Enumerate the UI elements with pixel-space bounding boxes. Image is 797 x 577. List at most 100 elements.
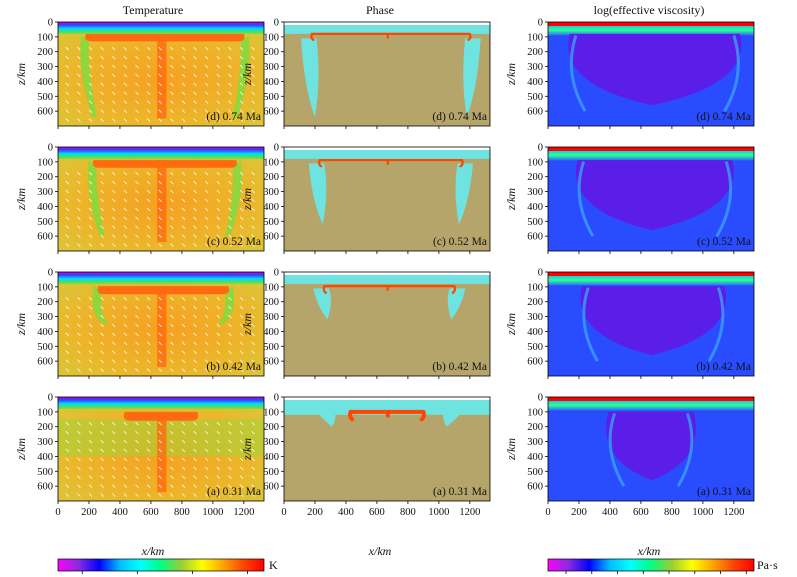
y-tick-label: 0 [48, 18, 53, 29]
y-axis-label: z/km [14, 188, 28, 211]
column-title-temperature: Temperature [123, 3, 183, 17]
y-axis-label: z/km [14, 63, 28, 86]
y-tick-label: 500 [263, 342, 279, 353]
x-tick-label: 1200 [459, 507, 480, 518]
panel-temperature-1: 0 100 200 300 400 500 600 z/km (c) 0.52 Ma [14, 143, 265, 254]
panel-viscosity-1: 0 100 200 300 400 500 600 z/km (c) 0.52 Ma [504, 143, 755, 254]
y-tick-label: 400 [37, 452, 53, 463]
y-tick-label: 300 [37, 312, 53, 323]
cold-lid [58, 397, 264, 409]
y-tick-label: 400 [263, 77, 279, 88]
y-tick-label: 0 [538, 143, 543, 154]
y-tick-label: 400 [37, 202, 53, 213]
y-tick-label: 100 [37, 282, 53, 293]
y-tick-label: 0 [48, 143, 53, 154]
y-tick-label: 0 [274, 268, 279, 279]
y-tick-label: 0 [274, 393, 279, 404]
y-tick-label: 600 [37, 232, 53, 243]
sticky-air-viscosity [548, 22, 754, 26]
column-title-viscosity: log(effective viscosity) [594, 3, 705, 17]
y-tick-label: 500 [527, 92, 543, 103]
x-tick-label: 1000 [692, 507, 713, 518]
plume-stem [157, 160, 167, 243]
drip-right [455, 163, 473, 225]
downwelling-left [92, 285, 110, 324]
panel-label: (d) 0.74 Ma [696, 111, 751, 123]
panel-viscosity-3: 0 100 200 300 400 500 600 z/km 0 200 400 600 800 1000… [504, 393, 755, 518]
x-tick-label: 1000 [428, 507, 449, 518]
low-viscosity-plume [575, 160, 734, 231]
panel-viscosity-2: 0 100 200 300 400 500 600 z/km (b) 0.42 Ma [504, 268, 755, 379]
y-tick-label: 0 [48, 268, 53, 279]
y-tick-label: 300 [263, 62, 279, 73]
panel-label: (b) 0.42 Ma [432, 361, 487, 373]
top-air [284, 272, 490, 275]
x-tick-label: 800 [664, 507, 680, 518]
y-tick-label: 200 [37, 422, 53, 433]
panel-frame [57, 21, 265, 127]
panel-viscosity-0: 0 100 200 300 400 500 600 z/km (d) 0.74 Ma [504, 18, 755, 129]
x-tick-label: 600 [143, 507, 159, 518]
panel-label: (d) 0.74 Ma [206, 111, 261, 123]
panel-label: (a) 0.31 Ma [433, 486, 487, 498]
y-tick-label: 500 [37, 217, 53, 228]
drip-right [447, 288, 466, 320]
temperature-colorbar: 500100015002000 [57, 558, 265, 577]
plume-stem [157, 411, 167, 493]
lithosphere-viscosity [548, 149, 754, 161]
y-tick-label: 600 [527, 482, 543, 493]
y-tick-label: 300 [527, 62, 543, 73]
viscosity-colorbar-unit: Pa·s [757, 558, 778, 572]
panel-label: (d) 0.74 Ma [432, 111, 487, 123]
y-tick-label: 200 [37, 172, 53, 183]
drip-right [463, 38, 481, 118]
panel-frame [283, 271, 491, 377]
top-air [284, 22, 490, 25]
panel-label: (c) 0.52 Ma [697, 236, 751, 248]
y-tick-label: 500 [527, 217, 543, 228]
viscosity-shear-bands [577, 161, 733, 237]
y-tick-label: 400 [527, 77, 543, 88]
viscosity-shear-bands [569, 34, 740, 112]
y-tick-label: 400 [37, 77, 53, 88]
velocity-arrows [65, 171, 255, 247]
downwelling-right [233, 35, 250, 118]
y-axis-label: z/km [240, 313, 254, 336]
melt-layer [322, 285, 456, 294]
y-axis-label: z/km [504, 438, 518, 461]
y-tick-label: 600 [263, 357, 279, 368]
y-tick-label: 100 [263, 407, 279, 418]
x-tick-label: 600 [633, 507, 649, 518]
panel-frame [547, 396, 755, 502]
y-tick-label: 600 [263, 232, 279, 243]
viscosity-shear-bands [608, 412, 694, 487]
y-tick-label: 300 [37, 62, 53, 73]
melt-layer [348, 409, 426, 422]
drip-left [301, 38, 319, 118]
y-axis-label: z/km [14, 313, 28, 336]
downwelling-left [80, 35, 97, 118]
y-tick-label: 300 [527, 187, 543, 198]
top-air [284, 397, 490, 400]
y-tick-label: 300 [37, 437, 53, 448]
y-tick-label: 0 [538, 268, 543, 279]
panel-frame [57, 146, 265, 252]
y-tick-label: 600 [527, 107, 543, 118]
panel-temperature-3: 0 100 200 300 400 500 600 z/km 0 200 400 600 800 1000… [14, 393, 265, 518]
column-title-phase: Phase [366, 3, 394, 17]
y-tick-label: 500 [263, 217, 279, 228]
x-tick-label: 800 [174, 507, 190, 518]
panel-frame [283, 21, 491, 127]
y-tick-label: 100 [527, 282, 543, 293]
y-tick-label: 500 [263, 92, 279, 103]
top-air [284, 147, 490, 150]
x-tick-label: 0 [55, 507, 60, 518]
x-tick-label: 1200 [233, 507, 254, 518]
drip-right [443, 413, 461, 427]
y-tick-label: 300 [527, 312, 543, 323]
y-tick-label: 500 [37, 342, 53, 353]
viscosity-colorbar: 1819202122232425 [547, 558, 755, 577]
velocity-arrows [65, 46, 255, 122]
panel-temperature-2: 0 100 200 300 400 500 600 z/km (b) 0.42 Ma [14, 268, 265, 379]
panel-frame [283, 396, 491, 502]
